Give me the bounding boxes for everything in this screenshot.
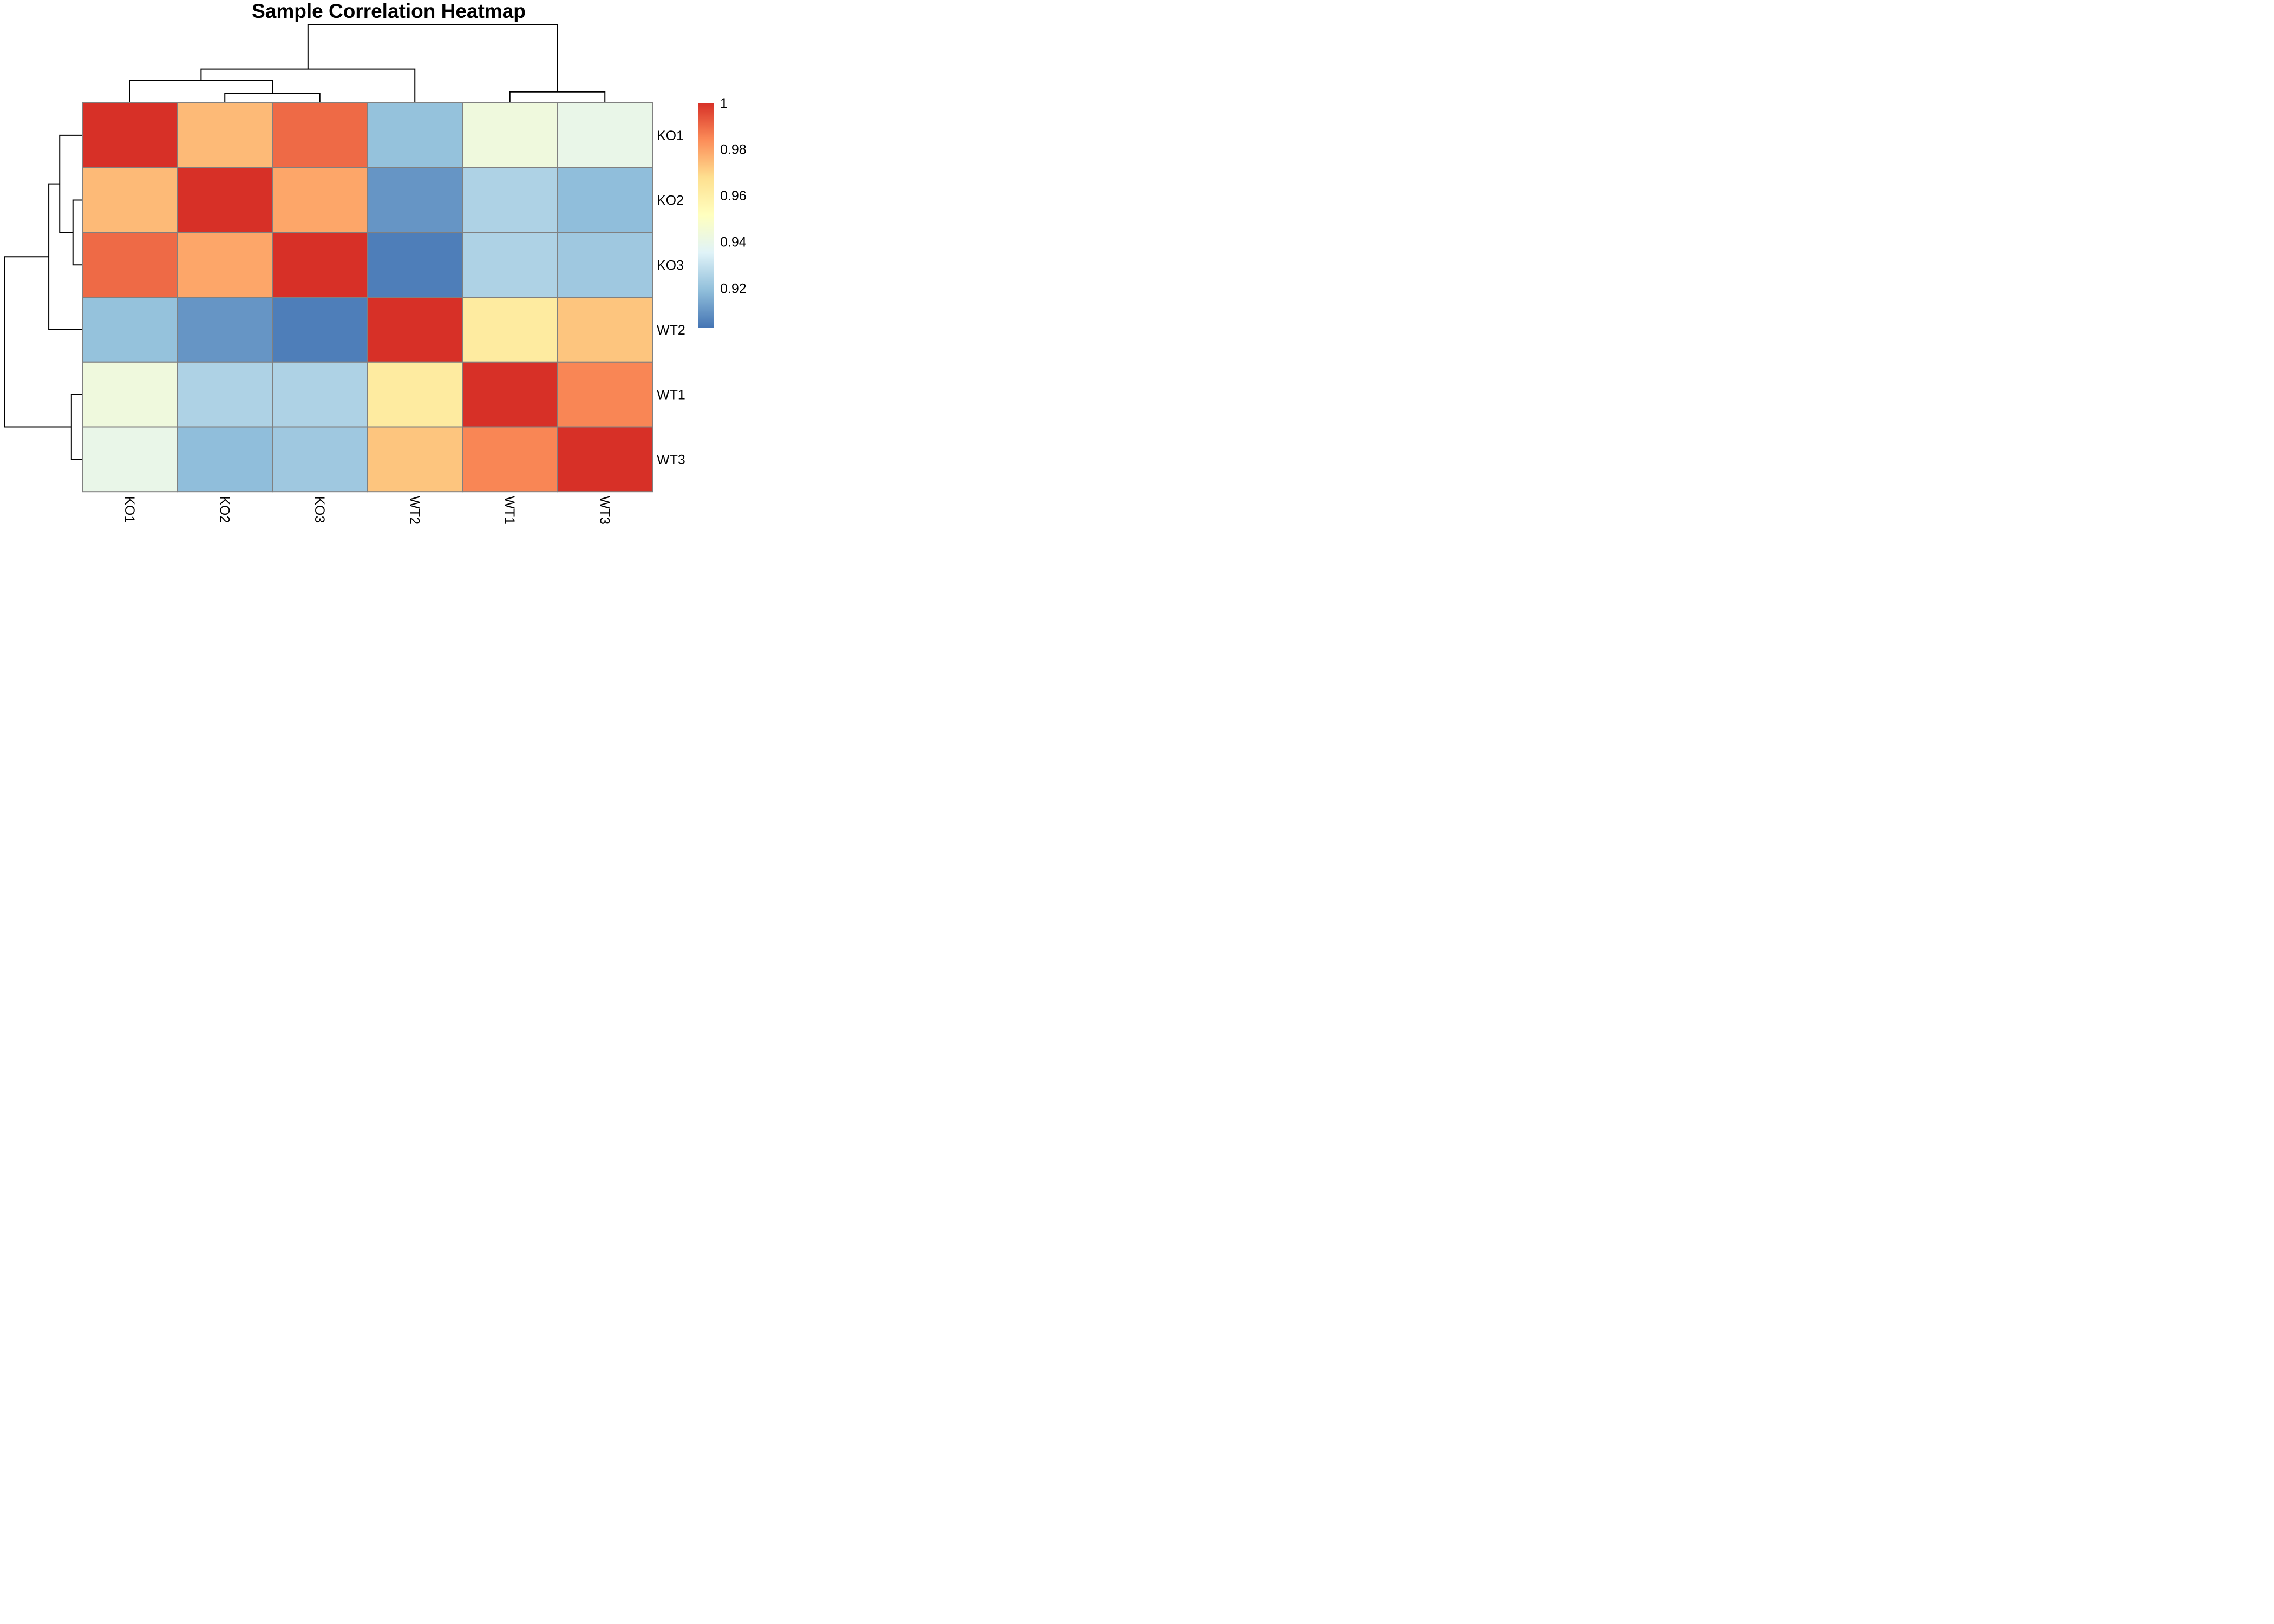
chart-title: Sample Correlation Heatmap — [252, 0, 526, 22]
row-label: KO3 — [657, 258, 684, 273]
column-label: WT1 — [502, 496, 517, 525]
row-label: WT2 — [657, 323, 685, 338]
heatmap-cell-KO2-KO1 — [82, 167, 178, 233]
heatmap-cell-KO2-KO3 — [272, 167, 368, 233]
column-label: KO1 — [122, 496, 137, 523]
heatmap-cell-WT1-WT3 — [557, 361, 653, 428]
row-label: WT3 — [657, 452, 685, 467]
colorbar-tick-label: 0.94 — [720, 235, 747, 250]
column-label: KO2 — [217, 496, 232, 523]
heatmap-cell-KO3-KO1 — [82, 232, 178, 298]
heatmap-cells — [82, 102, 653, 493]
heatmap-cell-WT1-KO1 — [82, 361, 178, 428]
colorbar-tick-label: 0.98 — [720, 142, 747, 158]
dendrogram-branch — [224, 93, 321, 103]
dendrogram-branch — [4, 256, 71, 428]
heatmap-cell-WT2-WT2 — [367, 297, 463, 363]
heatmap-cell-KO1-WT2 — [367, 102, 463, 168]
heatmap-cell-KO1-KO3 — [272, 102, 368, 168]
colorbar-gradient — [698, 103, 714, 328]
row-labels: KO1 KO2 KO3 WT2 WT1 WT3 — [657, 128, 685, 467]
row-label: WT1 — [657, 388, 685, 403]
heatmap-cell-KO3-WT2 — [367, 232, 463, 298]
colorbar-tick-label: 0.92 — [720, 281, 747, 296]
heatmap-svg: Sample Correlation Heatmap KO1 KO2 KO3 WT2 W… — [4, 0, 747, 525]
heatmap-cell-KO3-KO2 — [177, 232, 273, 298]
heatmap-cell-WT2-KO2 — [177, 297, 273, 363]
heatmap-cell-WT3-WT2 — [367, 426, 463, 493]
dendrogram-branch — [200, 68, 416, 103]
dendrogram-branch — [72, 199, 82, 266]
color-legend: 1 0.98 0.96 0.94 0.92 — [698, 96, 747, 328]
heatmap-cell-KO1-WT3 — [557, 102, 653, 168]
heatmap-cell-KO1-KO1 — [82, 102, 178, 168]
heatmap-cell-WT3-WT1 — [462, 426, 558, 493]
dendrogram-branch — [48, 183, 82, 330]
heatmap-cell-WT1-WT2 — [367, 361, 463, 428]
heatmap-cell-WT1-WT1 — [462, 361, 558, 428]
dendrogram-branch — [129, 79, 273, 103]
heatmap-cell-WT3-KO3 — [272, 426, 368, 493]
heatmap-cell-WT2-KO3 — [272, 297, 368, 363]
row-label: KO1 — [657, 128, 684, 143]
heatmap-cell-WT2-WT3 — [557, 297, 653, 363]
heatmap-chart: Sample Correlation Heatmap KO1 KO2 KO3 WT2 W… — [0, 0, 758, 541]
heatmap-cell-KO2-WT3 — [557, 167, 653, 233]
heatmap-cell-KO1-KO2 — [177, 102, 273, 168]
heatmap-cell-KO1-WT1 — [462, 102, 558, 168]
heatmap-cell-WT3-KO2 — [177, 426, 273, 493]
dendrogram-branch — [59, 134, 82, 233]
row-dendrogram — [4, 134, 82, 460]
heatmap-cell-KO3-KO3 — [272, 232, 368, 298]
column-label: KO3 — [312, 496, 327, 523]
heatmap-cell-WT2-WT1 — [462, 297, 558, 363]
colorbar-tick-label: 1 — [720, 96, 728, 111]
colorbar-tick-label: 0.96 — [720, 188, 747, 204]
heatmap-cell-KO3-WT3 — [557, 232, 653, 298]
column-labels: KO1 KO2 KO3 WT2 WT1 WT3 — [122, 496, 612, 525]
heatmap-cell-WT1-KO2 — [177, 361, 273, 428]
heatmap-cell-KO2-WT1 — [462, 167, 558, 233]
heatmap-cell-KO3-WT1 — [462, 232, 558, 298]
heatmap-cell-KO2-KO2 — [177, 167, 273, 233]
heatmap-cell-WT3-KO1 — [82, 426, 178, 493]
heatmap-cell-WT1-KO3 — [272, 361, 368, 428]
column-label: WT2 — [407, 496, 422, 525]
dendrogram-branch — [307, 24, 558, 92]
column-dendrogram — [129, 24, 606, 103]
heatmap-cell-WT3-WT3 — [557, 426, 653, 493]
dendrogram-branch — [70, 394, 82, 460]
heatmap-cell-WT2-KO1 — [82, 297, 178, 363]
heatmap-cell-KO2-WT2 — [367, 167, 463, 233]
dendrogram-branch — [509, 91, 606, 103]
row-label: KO2 — [657, 193, 684, 208]
column-label: WT3 — [597, 496, 612, 525]
